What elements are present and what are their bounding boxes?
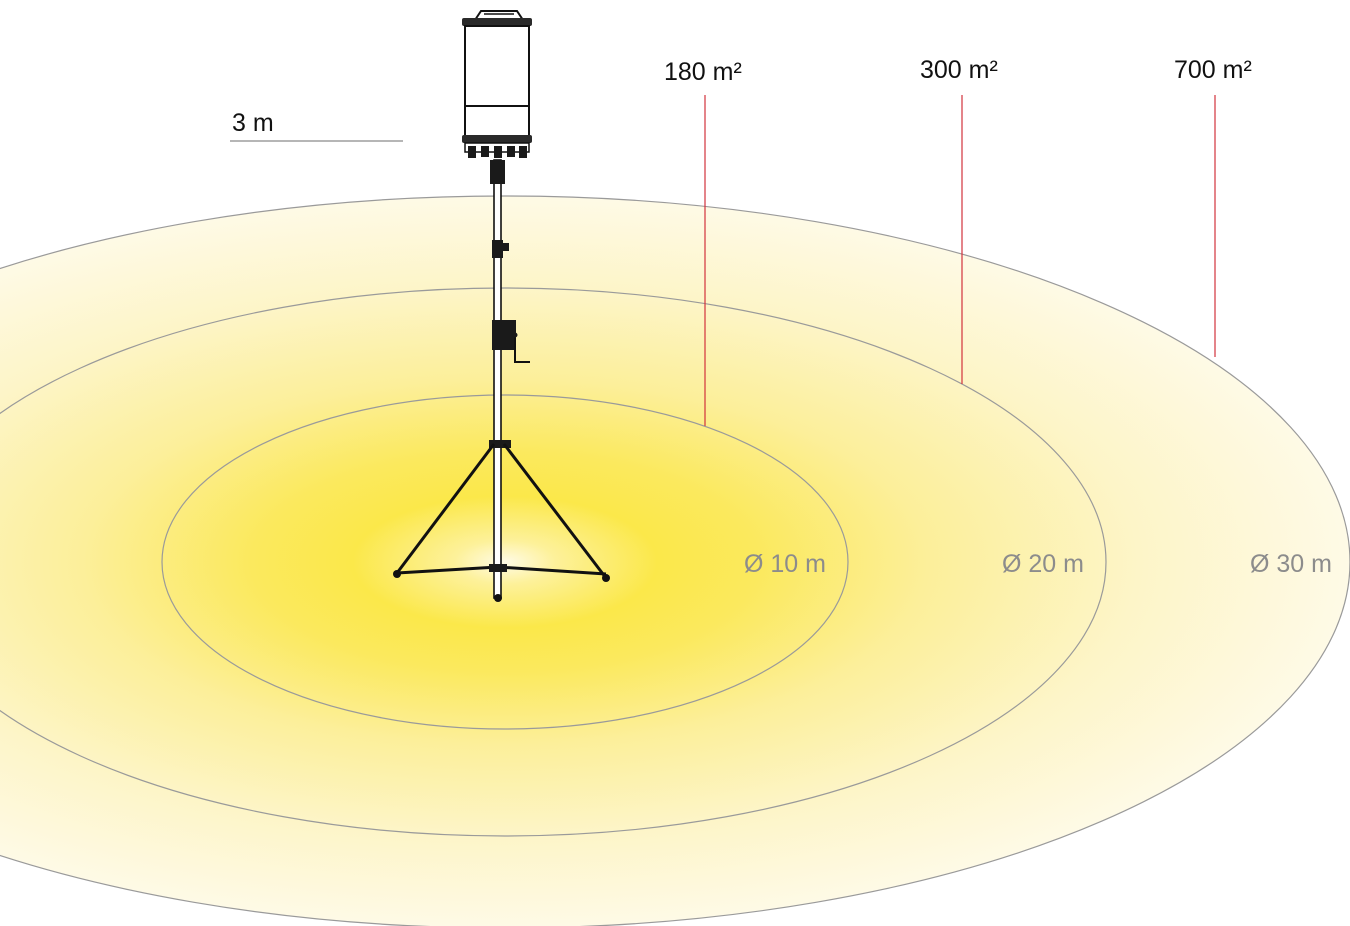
crank-handle-icon bbox=[512, 332, 518, 338]
diameter-label-10: Ø 10 m bbox=[744, 550, 826, 578]
light-pool bbox=[0, 196, 1350, 926]
diameter-label-20: Ø 20 m bbox=[1002, 550, 1084, 578]
area-label-180: 180 m² bbox=[664, 58, 742, 86]
area-label-700: 700 m² bbox=[1174, 56, 1252, 84]
height-label: 3 m bbox=[232, 109, 274, 137]
tripod-stand-icon bbox=[393, 159, 610, 602]
lamp-head-icon bbox=[462, 10, 532, 158]
ring-30m bbox=[0, 195, 1350, 926]
area-label-300: 300 m² bbox=[920, 56, 998, 84]
ring-20m bbox=[0, 287, 1107, 837]
ring-10m bbox=[161, 394, 849, 730]
diameter-label-30: Ø 30 m bbox=[1250, 550, 1332, 578]
